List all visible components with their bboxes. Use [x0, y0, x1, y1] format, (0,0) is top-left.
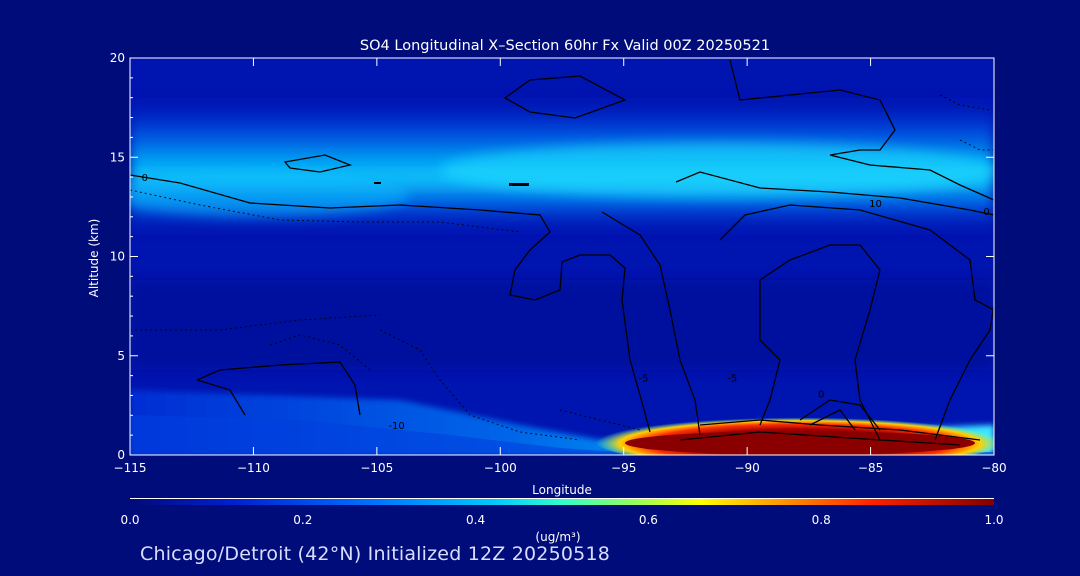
contour-fragment — [374, 182, 381, 184]
y-tick-label: 10 — [110, 250, 125, 264]
colorbar-tick-label: 0.0 — [120, 513, 139, 527]
colorbar-label: (ug/m³) — [535, 530, 580, 544]
x-tick-label: −110 — [237, 461, 270, 475]
chart-title: SO4 Longitudinal X–Section 60hr Fx Valid… — [360, 38, 770, 54]
x-axis-label: Longitude — [532, 483, 592, 497]
x-tick-label: −105 — [360, 461, 393, 475]
contour-fragment — [509, 183, 529, 186]
concentration-field — [130, 58, 994, 455]
contour-lines — [130, 59, 994, 446]
x-tick-label: −100 — [484, 461, 517, 475]
colorbar-tick-label: 0.4 — [466, 513, 485, 527]
y-tick-label: 20 — [110, 51, 125, 65]
y-tick-label: 5 — [117, 349, 125, 363]
x-tick-label: −115 — [114, 461, 147, 475]
x-axis: −115 −110 −105 −100 −95 −90 −85 −80 — [114, 58, 1007, 475]
y-tick-label: 15 — [110, 150, 125, 164]
colorbar-tick-label: 0.2 — [293, 513, 312, 527]
contour-label: -5 — [727, 374, 737, 385]
dashed-contours — [130, 94, 994, 441]
colorbar-tick-label: 0.6 — [639, 513, 658, 527]
colorbar-ticks: 0.0 0.2 0.4 0.6 0.8 1.0 — [120, 513, 1003, 527]
footer-caption: Chicago/Detroit (42°N) Initialized 12Z 2… — [140, 543, 611, 565]
x-tick-label: −90 — [734, 461, 759, 475]
contour-label: -5 — [638, 374, 648, 385]
contour-label: 0 — [142, 173, 148, 184]
colorbar-tick-label: 1.0 — [984, 513, 1003, 527]
x-tick-label: −85 — [858, 461, 883, 475]
y-axis: 0 5 10 15 20 — [110, 51, 994, 462]
colorbar — [130, 499, 994, 505]
y-tick-label: 0 — [117, 448, 125, 462]
x-tick-label: −80 — [981, 461, 1006, 475]
contour-label: -10 — [388, 421, 404, 432]
contour-label: 10 — [869, 199, 882, 210]
colorbar-tick-label: 0.8 — [812, 513, 831, 527]
contour-label: 0 — [818, 389, 824, 400]
y-axis-label: Altitude (km) — [87, 219, 101, 298]
contour-labels: 0 10 0 -10 -5 0 -5 — [142, 173, 990, 432]
contour-label: 0 — [983, 207, 989, 218]
x-tick-label: −95 — [611, 461, 636, 475]
